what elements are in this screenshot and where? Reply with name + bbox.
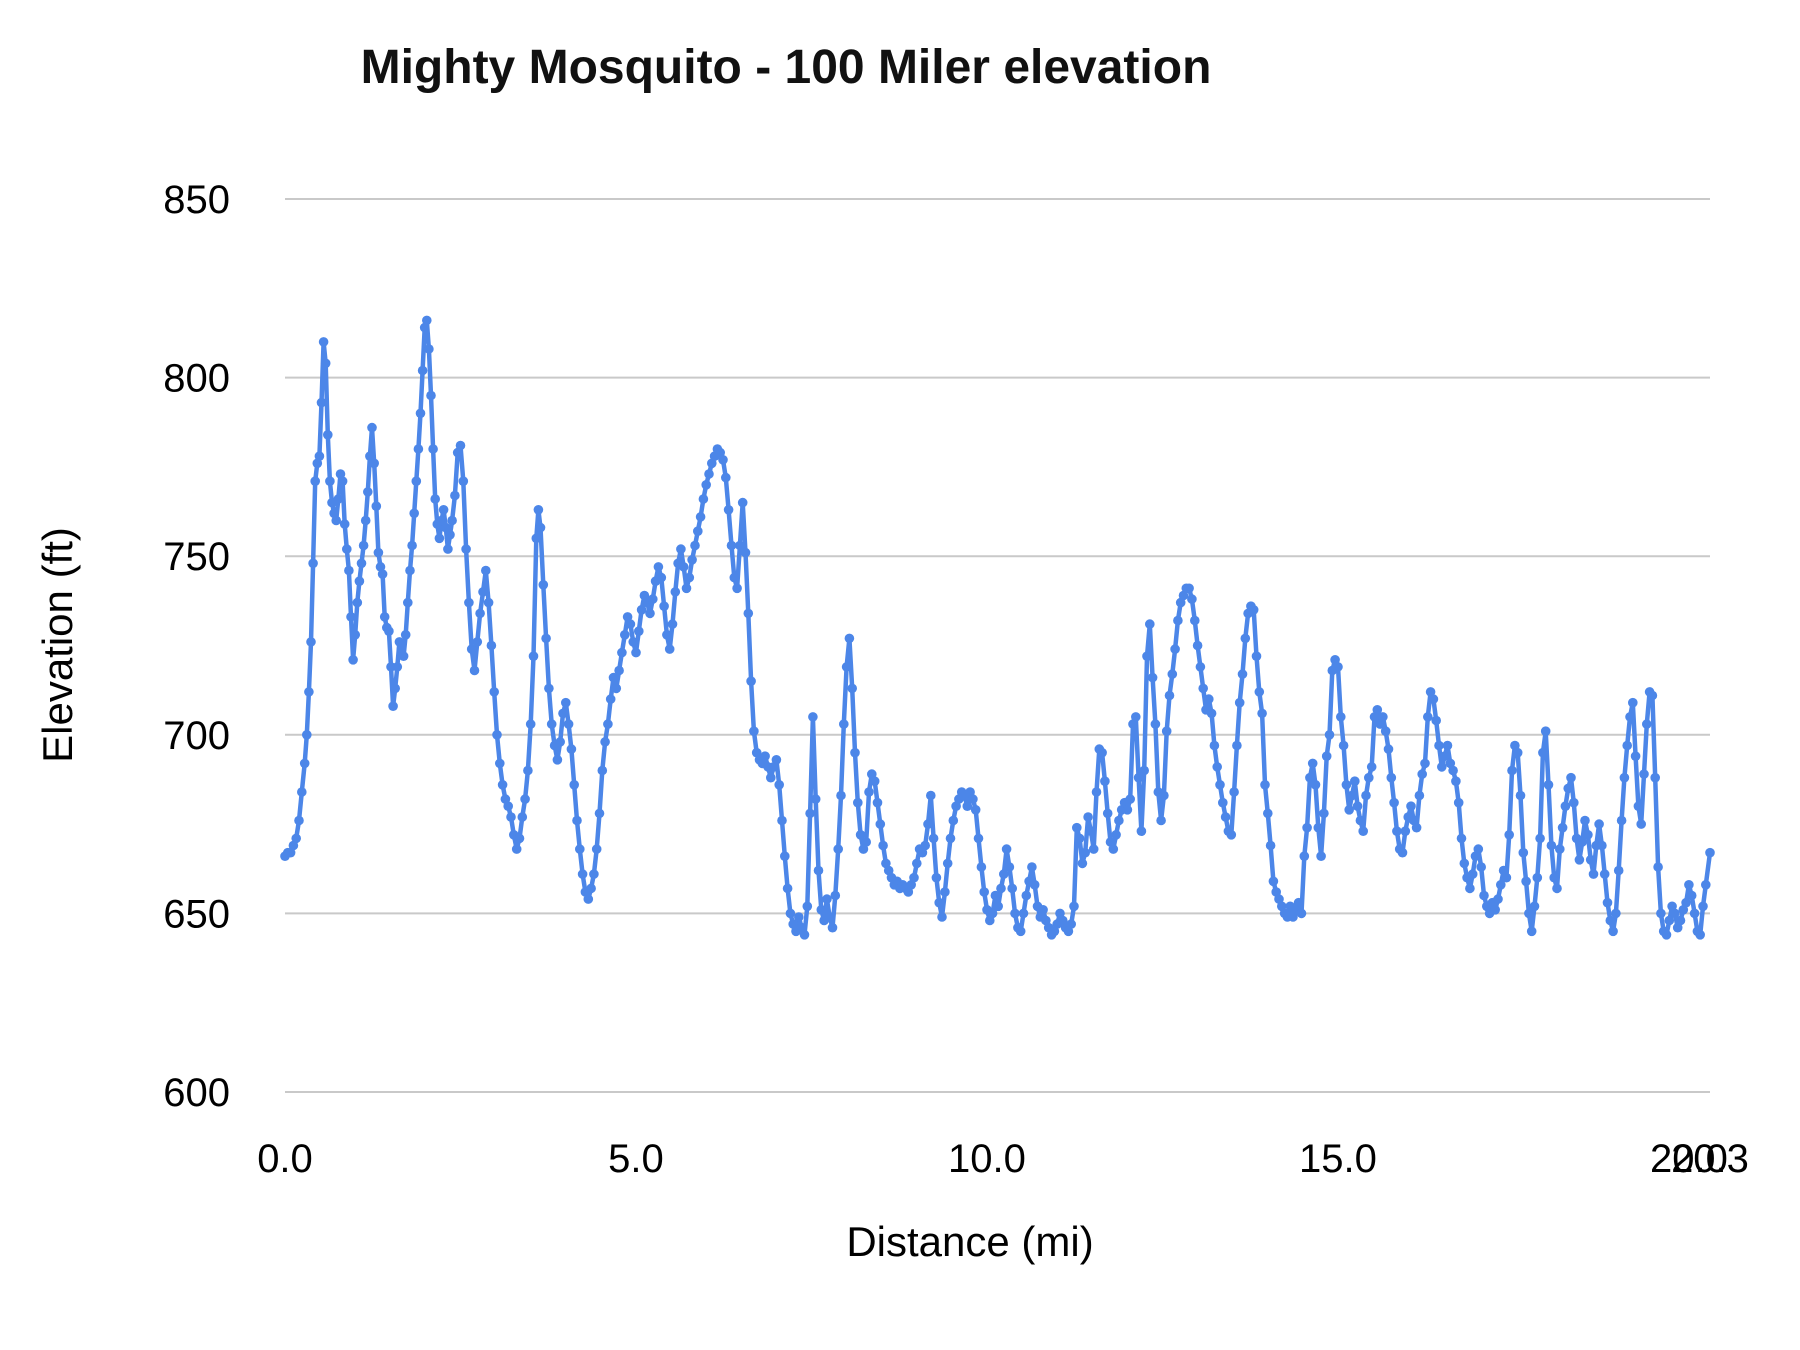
x-tick-label-20.0: 20.0 bbox=[1650, 1137, 1728, 1181]
x-tick-label-20.3: 20.3 bbox=[1671, 1137, 1749, 1181]
x-axis-title: Distance (mi) bbox=[846, 1218, 1094, 1265]
elevation-series-markers bbox=[280, 315, 1715, 940]
x-tick-label-15.0: 15.0 bbox=[1299, 1137, 1377, 1181]
y-tick-label-800: 800 bbox=[163, 357, 230, 401]
elevation-series-line bbox=[282, 318, 1713, 938]
chart-title: Mighty Mosquito - 100 Miler elevation bbox=[360, 41, 1212, 94]
x-tick-label-5.0: 5.0 bbox=[608, 1137, 664, 1181]
y-tick-label-850: 850 bbox=[163, 178, 230, 222]
y-tick-label-700: 700 bbox=[163, 714, 230, 758]
y-tick-label-600: 600 bbox=[163, 1071, 230, 1115]
y-tick-label-750: 750 bbox=[163, 535, 230, 579]
y-tick-label-650: 650 bbox=[163, 892, 230, 936]
x-tick-label-10.0: 10.0 bbox=[948, 1137, 1026, 1181]
x-tick-label-0.0: 0.0 bbox=[257, 1137, 313, 1181]
